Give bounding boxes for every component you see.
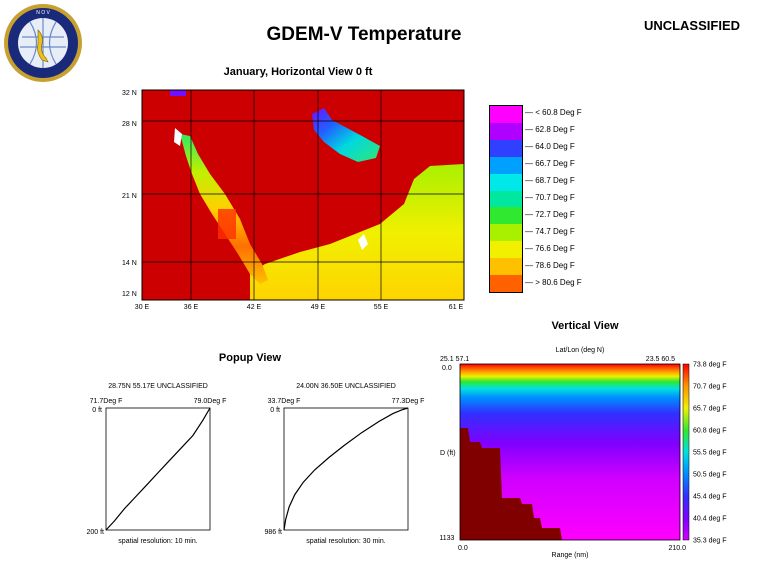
profile-frame — [283, 407, 409, 531]
vertical-legend-label: 50.5 deg F — [693, 472, 726, 479]
profile-dtop-label: 0 ft — [92, 407, 102, 414]
lon-label: 61 E — [449, 304, 464, 311]
legend-label: — 66.7 Deg F — [525, 159, 575, 169]
profile-dbottom-label: 200 ft — [86, 529, 104, 536]
legend-swatch — [490, 122, 522, 140]
range-axis-label: Range (nm) — [552, 552, 589, 559]
profile-tmin-label: 33.7Deg F — [268, 398, 301, 405]
lat-label: 14 N — [122, 260, 137, 267]
profile-chart-1[interactable]: 28.75N 55.17E UNCLASSIFIED 71.7Deg F 79.0D… — [60, 378, 240, 553]
legend-label: — 68.7 Deg F — [525, 176, 575, 186]
profile-heading: 24.00N 36.50E UNCLASSIFIED — [296, 383, 396, 390]
legend-label: — 72.7 Deg F — [525, 209, 575, 219]
seafloor — [460, 428, 562, 540]
lat-label: 21 N — [122, 193, 137, 200]
map-subtitle: January, Horizontal View 0 ft — [223, 66, 373, 78]
depth-axis-label: D (ft) — [440, 450, 456, 457]
profile-chart-2[interactable]: 24.00N 36.50E UNCLASSIFIED 33.7Deg F 77.3D… — [250, 378, 430, 553]
svg-text:N O V: N O V — [36, 10, 50, 16]
legend-label: — 74.7 Deg F — [525, 226, 575, 236]
legend-colorbar — [489, 105, 523, 293]
legend-swatch — [490, 156, 522, 174]
legend-label: — > 80.6 Deg F — [525, 277, 582, 287]
vertical-legend-labels: 73.8 deg F 70.7 deg F 65.7 deg F 60.8 deg F… — [693, 362, 726, 545]
legend-label: — 78.6 Deg F — [525, 260, 575, 270]
lon-label: 42 E — [247, 304, 262, 311]
legend-label: — 76.6 Deg F — [525, 243, 575, 253]
profile-heading: 28.75N 55.17E UNCLASSIFIED — [108, 383, 208, 390]
vertical-axis-label: Lat/Lon (deg N) — [556, 347, 605, 354]
vertical-start-label: 25.1 57.1 — [440, 356, 469, 363]
horizontal-map[interactable]: 32 N 28 N 21 N 14 N 12 N 30 E 36 E 42 E … — [100, 84, 480, 314]
legend-swatch — [490, 173, 522, 191]
vertical-legend-label: 40.4 deg F — [693, 516, 726, 523]
legend-swatch — [490, 224, 522, 242]
map-lat-labels: 32 N 28 N 21 N 14 N 12 N — [122, 90, 137, 298]
vertical-legend-label: 55.5 deg F — [693, 450, 726, 457]
legend-label: — 70.7 Deg F — [525, 193, 575, 202]
profile-frame — [105, 407, 211, 531]
map-lon-labels: 30 E 36 E 42 E 49 E 55 E 61 E — [135, 304, 464, 311]
legend-swatch — [490, 106, 522, 123]
range-start-label: 0.0 — [458, 545, 468, 552]
lat-label: 28 N — [122, 121, 137, 128]
vertical-legend-label: 45.4 deg F — [693, 494, 726, 501]
lon-label: 36 E — [184, 304, 199, 311]
legend-swatch — [490, 258, 522, 276]
map-legend: — < 60.8 Deg F — 62.8 Deg F — 64.0 Deg F — … — [489, 105, 589, 295]
profile-line — [105, 407, 211, 531]
page-title: GDEM-V Temperature — [266, 24, 462, 45]
legend-swatch — [490, 190, 522, 208]
classification-label: UNCLASSIFIED — [643, 18, 740, 33]
legend-swatch — [490, 207, 522, 225]
legend-swatch — [490, 275, 522, 292]
profile-tmax-label: 79.0Deg F — [194, 398, 227, 405]
legend-label: — 62.8 Deg F — [525, 125, 575, 135]
vertical-end-label: 23.5 60.5 — [646, 356, 675, 363]
lon-label: 55 E — [374, 304, 389, 311]
popup-title: Popup View — [218, 352, 282, 364]
profile-dbottom-label: 986 ft — [264, 529, 282, 536]
profile-line — [283, 407, 409, 531]
depth-bottom-label: 11133 — [440, 535, 455, 542]
legend-label: — < 60.8 Deg F — [525, 108, 582, 118]
vertical-legend-label: 73.8 deg F — [693, 362, 726, 369]
persian-gulf — [312, 108, 380, 162]
vertical-legend-label: 60.8 deg F — [693, 428, 726, 435]
map-grid — [142, 90, 464, 300]
vertical-section[interactable]: Lat/Lon (deg N) 25.1 57.1 23.5 60.5 0.0 … — [440, 342, 765, 560]
profile-tmin-label: 71.7Deg F — [90, 398, 123, 405]
profile-tmax-label: 77.3Deg F — [392, 398, 425, 405]
profile-footer: spatial resolution: 30 min. — [306, 538, 385, 545]
vertical-title: Vertical View — [551, 320, 619, 332]
legend-swatch — [490, 139, 522, 157]
lat-label: 32 N — [122, 90, 137, 97]
vertical-legend-label: 35.3 deg F — [693, 538, 726, 545]
lon-label: 49 E — [311, 304, 326, 311]
arabian-sea — [250, 164, 464, 300]
lat-label: 12 N — [122, 291, 137, 298]
legend-swatch — [490, 241, 522, 259]
legend-label: — 64.0 Deg F — [525, 142, 575, 152]
vertical-legend-label: 65.7 deg F — [693, 406, 726, 413]
lon-label: 30 E — [135, 304, 150, 311]
range-end-label: 210.0 — [668, 545, 686, 552]
vertical-colorbar — [682, 363, 690, 541]
profile-footer: spatial resolution: 10 min. — [118, 538, 197, 545]
depth-top-label: 0.0 — [442, 365, 452, 372]
vertical-legend-label: 70.7 deg F — [693, 384, 726, 391]
profile-dtop-label: 0 ft — [270, 407, 280, 414]
navy-seal-logo: N O V — [4, 4, 82, 82]
